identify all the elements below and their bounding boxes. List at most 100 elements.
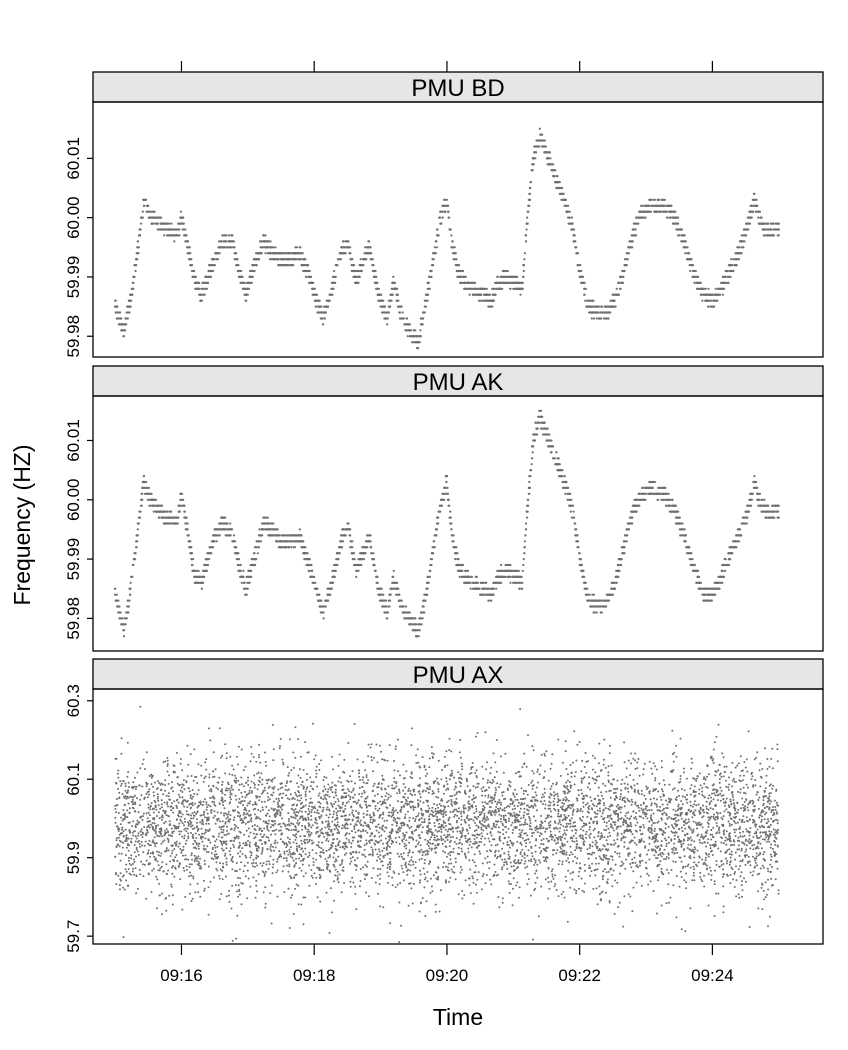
data-point xyxy=(422,317,425,320)
data-point xyxy=(141,216,144,219)
data-point xyxy=(541,415,544,418)
data-point xyxy=(244,287,247,290)
data-point xyxy=(129,587,132,590)
data-point xyxy=(402,605,405,608)
data-point xyxy=(423,311,426,314)
data-point xyxy=(239,569,242,573)
data-point xyxy=(322,323,325,326)
data-point xyxy=(183,504,186,507)
data-point xyxy=(129,305,132,308)
data-point xyxy=(464,275,467,278)
data-point xyxy=(625,264,628,267)
data-point xyxy=(701,299,704,302)
data-point xyxy=(240,281,243,284)
data-point xyxy=(369,246,372,249)
data-point xyxy=(283,258,286,261)
data-point xyxy=(205,287,208,290)
data-point xyxy=(342,240,345,243)
data-point xyxy=(397,587,400,590)
data-point xyxy=(208,558,211,561)
data-point xyxy=(607,317,610,320)
data-point xyxy=(131,575,134,579)
data-point xyxy=(351,540,354,543)
data-point xyxy=(568,216,571,219)
data-point xyxy=(650,198,653,201)
data-point xyxy=(480,293,483,296)
data-point xyxy=(536,433,539,436)
data-point xyxy=(336,264,339,267)
data-point xyxy=(388,305,392,308)
data-point xyxy=(308,558,311,561)
data-point xyxy=(504,575,507,579)
data-point xyxy=(120,317,123,320)
data-point xyxy=(365,258,368,261)
data-point xyxy=(522,563,525,567)
data-point xyxy=(141,210,144,213)
data-point xyxy=(418,629,421,632)
data-point xyxy=(678,234,681,237)
data-point xyxy=(523,258,526,261)
data-point xyxy=(125,617,128,620)
data-point xyxy=(247,287,251,290)
data-point xyxy=(233,246,236,249)
data-point xyxy=(135,546,138,549)
data-point xyxy=(501,287,504,290)
data-point xyxy=(409,329,413,332)
data-point xyxy=(446,204,450,207)
data-point xyxy=(326,305,330,308)
data-point xyxy=(252,264,255,267)
data-point xyxy=(392,569,395,573)
data-point xyxy=(490,599,493,602)
data-point xyxy=(177,516,180,519)
data-point xyxy=(227,234,231,237)
data-point xyxy=(127,605,130,608)
data-point xyxy=(255,558,258,561)
data-point xyxy=(274,258,277,261)
data-point xyxy=(492,587,495,590)
data-point xyxy=(372,264,375,267)
data-point xyxy=(136,528,139,531)
data-point xyxy=(302,540,305,543)
data-point xyxy=(619,287,622,290)
data-point xyxy=(202,287,205,290)
data-point xyxy=(272,522,275,525)
data-point xyxy=(417,347,420,350)
data-point xyxy=(187,240,190,243)
data-point xyxy=(627,252,631,255)
data-point xyxy=(526,510,529,513)
data-point xyxy=(322,611,325,614)
data-point xyxy=(338,552,341,555)
data-point xyxy=(148,210,151,213)
data-point xyxy=(550,451,553,454)
data-point xyxy=(300,534,303,537)
y-tick-label: 60.01 xyxy=(64,137,83,180)
data-point xyxy=(390,299,393,302)
data-point xyxy=(122,635,126,638)
data-point xyxy=(450,234,453,237)
data-point xyxy=(382,593,385,596)
data-point xyxy=(631,246,634,249)
data-point xyxy=(404,605,408,608)
data-point xyxy=(237,558,241,561)
data-point xyxy=(351,258,354,261)
data-point xyxy=(147,204,150,207)
data-point xyxy=(400,305,403,308)
data-point xyxy=(211,269,215,273)
data-point xyxy=(696,275,700,278)
data-point xyxy=(253,269,256,273)
data-point xyxy=(509,563,512,567)
data-point xyxy=(220,240,223,243)
data-point xyxy=(445,198,448,201)
data-point xyxy=(726,269,729,273)
data-point xyxy=(360,269,363,273)
data-point xyxy=(454,252,457,255)
data-point xyxy=(634,228,637,231)
data-point xyxy=(224,516,227,519)
points-bd xyxy=(114,127,780,350)
data-point xyxy=(129,581,132,584)
data-point xyxy=(205,569,208,573)
data-point xyxy=(528,480,531,484)
data-point xyxy=(133,275,136,278)
data-point xyxy=(524,240,528,243)
data-point xyxy=(443,498,446,501)
